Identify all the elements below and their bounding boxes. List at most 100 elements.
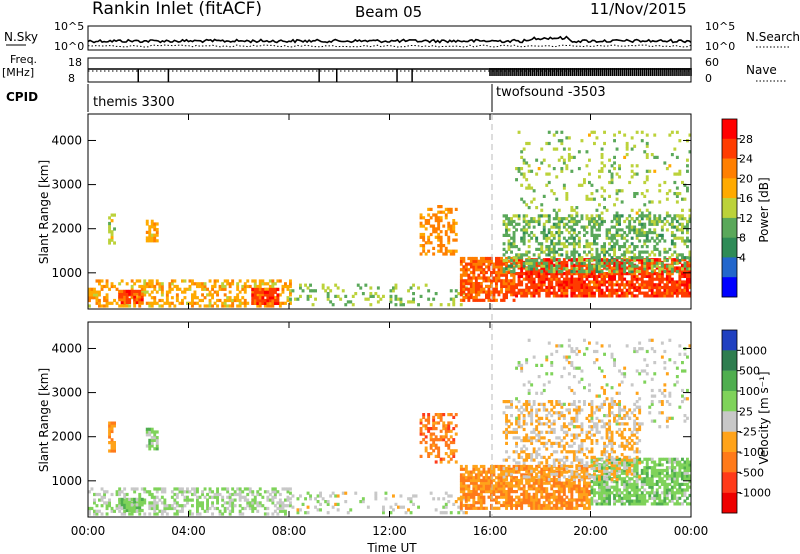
heatmap-cell — [537, 214, 541, 218]
heatmap-cell — [510, 414, 513, 418]
heatmap-cell — [238, 301, 242, 305]
heatmap-cell — [437, 221, 441, 225]
heatmap-cell — [517, 256, 521, 260]
heatmap-cell — [577, 263, 581, 267]
heatmap-cell — [673, 233, 677, 237]
heatmap-cell — [643, 242, 647, 246]
heatmap-cell — [688, 474, 692, 478]
heatmap-cell — [407, 289, 410, 293]
heatmap-cell — [630, 291, 634, 295]
heatmap-cell — [439, 418, 443, 422]
heatmap-cell — [540, 478, 544, 483]
heatmap-cell — [165, 512, 169, 516]
heatmap-cell — [675, 200, 679, 204]
heatmap-cell — [530, 495, 534, 499]
heatmap-cell — [188, 301, 192, 305]
heatmap-cell — [643, 231, 647, 235]
heatmap-cell — [140, 500, 144, 504]
heatmap-cell — [108, 238, 111, 242]
heatmap-cell — [221, 512, 225, 516]
heatmap-cell — [515, 444, 518, 448]
heatmap-cell — [105, 506, 109, 511]
heatmap-cell — [643, 203, 647, 207]
heatmap-cell — [520, 478, 524, 483]
heatmap-cell — [615, 491, 619, 495]
heatmap-cell — [572, 506, 576, 510]
heatmap-cell — [208, 506, 212, 511]
heatmap-cell — [650, 231, 654, 235]
heatmap-cell — [605, 228, 609, 232]
heatmap-cell — [188, 284, 192, 289]
heatmap-cell — [595, 285, 599, 290]
heatmap-cell — [113, 443, 116, 447]
heatmap-cell — [608, 158, 611, 162]
heatmap-cell — [620, 269, 624, 273]
heatmap-cell — [658, 183, 662, 187]
heatmap-cell — [251, 290, 255, 294]
heatmap-cell — [103, 284, 106, 289]
heatmap-cell — [459, 476, 463, 480]
heatmap-cell — [495, 279, 498, 283]
heatmap-cell — [145, 239, 149, 243]
heatmap-cell — [148, 236, 152, 240]
heatmap-cell — [454, 294, 458, 298]
heatmap-cell — [655, 266, 659, 270]
heatmap-cell — [678, 502, 682, 506]
heatmap-cell — [449, 452, 453, 456]
heatmap-cell — [655, 261, 659, 265]
heatmap-cell — [520, 503, 524, 508]
heatmap-cell — [289, 279, 292, 283]
heatmap-cell — [600, 288, 604, 292]
heatmap-cell — [565, 217, 569, 221]
heatmap-cell — [238, 304, 242, 308]
heatmap-cell — [542, 272, 546, 276]
heatmap-cell — [555, 211, 559, 215]
heatmap-cell — [683, 272, 687, 276]
heatmap-cell — [557, 402, 561, 406]
heatmap-cell — [188, 490, 192, 494]
heatmap-cell — [439, 429, 443, 433]
heatmap-cell — [246, 279, 250, 283]
heatmap-cell — [294, 297, 297, 301]
heatmap-cell — [643, 250, 647, 254]
heatmap-cell — [615, 471, 619, 475]
heatmap-cell — [130, 279, 134, 283]
heatmap-cell — [502, 273, 506, 277]
heatmap-cell — [535, 288, 539, 292]
heatmap-cell — [485, 279, 488, 283]
heatmap-cell — [437, 438, 441, 442]
heatmap-cell — [485, 265, 488, 269]
heatmap-cell — [668, 285, 672, 290]
heatmap-cell — [540, 283, 544, 287]
heatmap-cell — [673, 474, 677, 478]
heatmap-cell — [447, 429, 451, 433]
heatmap-cell — [535, 283, 539, 287]
heatmap-cell — [459, 467, 463, 471]
heatmap-cell — [603, 493, 606, 498]
heatmap-cell — [545, 264, 549, 268]
heatmap-cell — [555, 400, 559, 404]
heatmap-cell — [145, 433, 149, 437]
heatmap-cell — [286, 298, 290, 303]
heatmap-cell — [512, 478, 516, 483]
heatmap-cell — [577, 245, 581, 249]
heatmap-cell — [655, 283, 659, 287]
heatmap-cell — [507, 464, 511, 469]
heatmap-cell — [532, 478, 536, 483]
heatmap-cell — [620, 468, 624, 473]
heatmap-cell — [565, 285, 569, 290]
heatmap-cell — [623, 457, 627, 461]
heatmap-cell — [128, 506, 132, 511]
heatmap-cell — [565, 294, 569, 298]
heatmap-cell — [100, 304, 104, 308]
heatmap-cell — [630, 267, 634, 271]
heatmap-cell — [276, 296, 280, 300]
heatmap-cell — [158, 287, 162, 291]
heatmap-cell — [223, 501, 227, 505]
heatmap-cell — [600, 147, 604, 151]
heatmap-cell — [140, 292, 144, 296]
heatmap-cell — [444, 424, 448, 428]
heatmap-cell — [555, 478, 559, 482]
heatmap-cell — [434, 219, 438, 223]
heatmap-cell — [613, 270, 616, 274]
